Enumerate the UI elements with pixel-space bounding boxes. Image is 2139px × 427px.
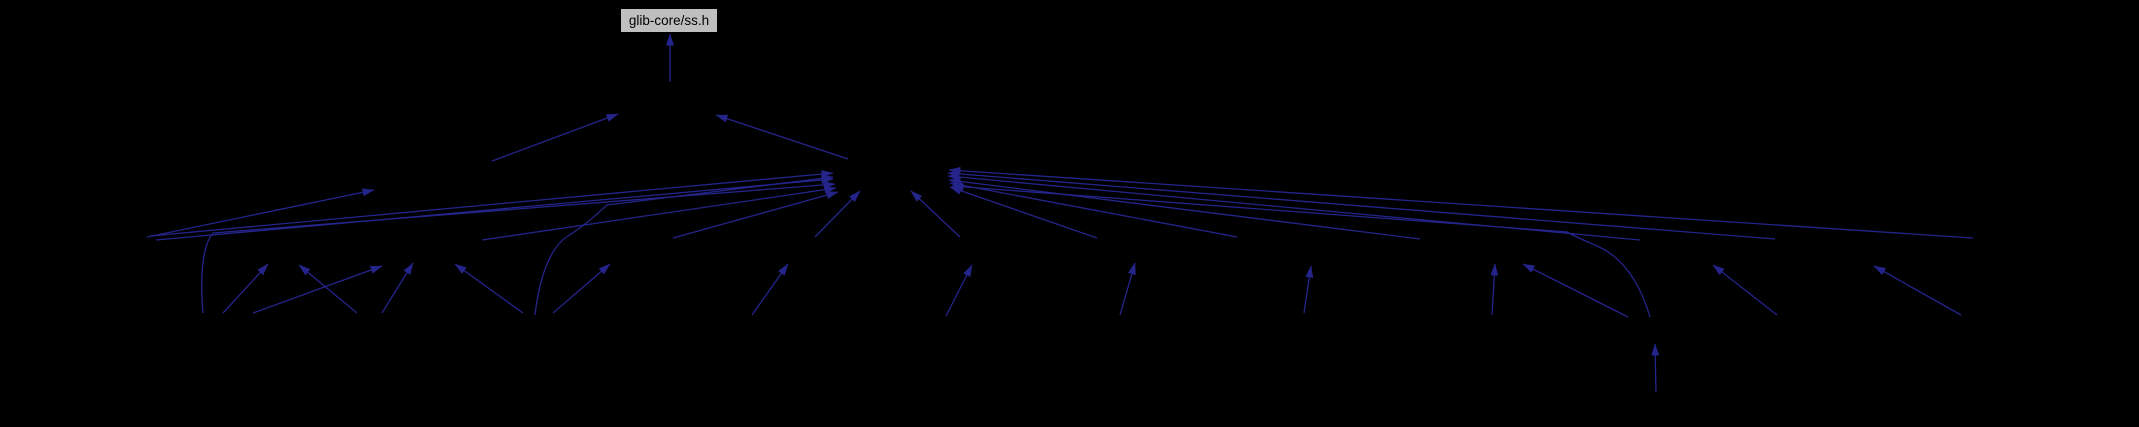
include-edge — [949, 186, 1098, 239]
include-edge — [945, 264, 973, 317]
root-node-label: glib-core/ss.h — [629, 13, 709, 28]
root-node-box[interactable] — [620, 8, 718, 33]
include-edge — [949, 181, 1238, 238]
include-edge — [1303, 265, 1314, 314]
include-edge — [491, 113, 619, 162]
include-edge — [715, 114, 849, 160]
include-edge — [814, 190, 861, 238]
include-edge — [948, 166, 1974, 239]
include-edge — [155, 176, 834, 241]
include-edge — [481, 185, 837, 241]
include-edge — [672, 191, 839, 239]
include-edge — [298, 264, 358, 314]
include-edge — [751, 263, 789, 316]
include-edge — [149, 170, 834, 237]
include-edge — [222, 263, 269, 314]
include-edge — [947, 169, 1776, 240]
include-edge — [948, 177, 1421, 240]
edges-layer — [146, 33, 1974, 393]
include-edge — [947, 173, 1641, 241]
include-edge-curved — [534, 174, 834, 316]
include-edge — [1651, 343, 1660, 393]
include-edge — [910, 190, 961, 238]
include-edge — [454, 263, 524, 314]
include-edge — [146, 188, 375, 238]
include-edge — [1522, 263, 1629, 318]
include-edge — [552, 263, 611, 314]
include-edge — [252, 265, 383, 314]
include-edge — [1119, 262, 1136, 316]
include-edge — [1873, 265, 1962, 316]
include-edge-curved — [201, 180, 836, 314]
include-edge — [1490, 263, 1499, 316]
include-edge-curved — [951, 182, 1651, 318]
include-edge — [1712, 264, 1778, 316]
root-node[interactable]: glib-core/ss.h — [620, 8, 718, 33]
include-edge — [381, 262, 414, 314]
